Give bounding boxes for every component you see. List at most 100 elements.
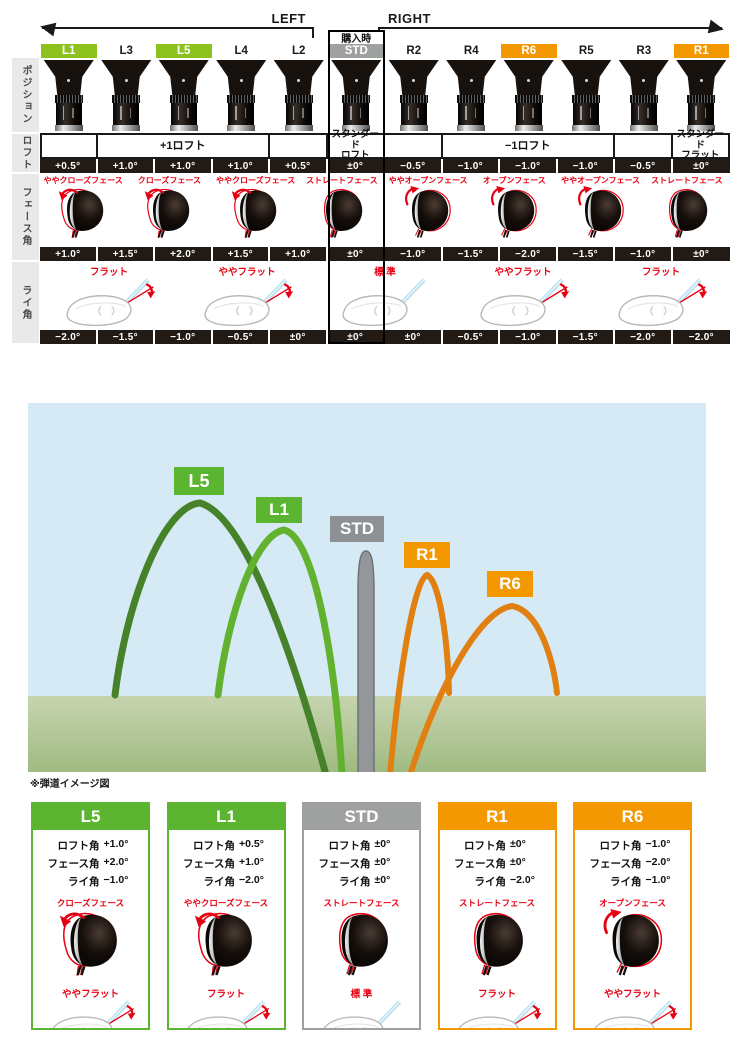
lie-angle-image (59, 278, 159, 338)
spec-card-header-L1: L1 (168, 804, 284, 830)
right-label: RIGHT (388, 11, 431, 26)
face-angle-image (488, 186, 540, 244)
driver-head-icon (668, 189, 708, 238)
hosel-sleeve-icon (388, 60, 439, 131)
card-face-label: ややクローズフェース (183, 898, 269, 908)
spec-value: −2.0° (645, 856, 671, 868)
lie-value-STD: ±0° (327, 330, 385, 344)
spec-row: ロフト角 −1.0° (584, 838, 682, 853)
spec-value: +1.0° (239, 856, 264, 868)
trajectory-label-R1: R1 (404, 542, 450, 568)
loft-group-cell (270, 133, 328, 159)
face-value-R4: −1.5° (442, 247, 500, 261)
loft-value-L4: +1.0° (212, 159, 270, 173)
lie-angle-label: フラット (641, 267, 680, 278)
card-lie-image (449, 1000, 545, 1028)
face-value-L5: +2.0° (155, 247, 213, 261)
loft-group-cell (385, 133, 443, 159)
loft-group-cell: スタンダード ロフト (327, 130, 385, 161)
loft-value-L2: +0.5° (270, 159, 328, 173)
card-face-image (329, 909, 395, 982)
lie-club-icon (52, 1000, 135, 1028)
face-value-R3: −1.0° (615, 247, 673, 261)
face-angle-item: オープンフェース (471, 173, 557, 247)
face-value-L2: +1.0° (270, 247, 328, 261)
card-face-image (464, 909, 530, 982)
lie-angle-label: フラット (89, 267, 128, 278)
hosel-sleeve-icon (503, 60, 554, 131)
lie-value-L2: ±0° (270, 330, 328, 344)
loft-value-R2: −0.5° (385, 159, 443, 173)
hosel-sleeve-icon (216, 60, 267, 131)
card-face-label: クローズフェース (56, 898, 125, 908)
spec-key: ロフト角 (599, 840, 642, 852)
row-header-1: ロフト (12, 134, 39, 172)
lie-angle-label: ややフラット (218, 267, 276, 278)
position-badge-R3: R3 (636, 45, 652, 57)
face-value-L3: +1.5° (97, 247, 155, 261)
spec-key: ライ角 (610, 876, 642, 888)
trajectory-caption: ※弾道イメージ図 (30, 779, 110, 790)
sleeve-R6 (500, 58, 558, 133)
spec-key: ロフト角 (57, 840, 100, 852)
adjustment-grid: 購入時 L1 L3 L5 L4 L2 STD R2 R4 R6 R5 R3 R1 +1ロフト スタンダード … (40, 30, 730, 344)
card-lie-label: フラット (477, 989, 516, 1000)
lie-value-L4: −0.5° (212, 330, 270, 344)
position-badge-R1: R1 (673, 44, 729, 58)
trajectory-label-L5: L5 (174, 467, 224, 495)
hosel-sleeve-icon (273, 60, 324, 131)
face-angle-image (230, 186, 282, 244)
face-value-R6: −2.0° (500, 247, 558, 261)
sleeve-R2 (385, 58, 443, 133)
spec-row: ロフト角 +1.0° (42, 838, 140, 853)
spec-row: フェース角 +1.0° (177, 856, 275, 871)
row-header-3: ライ角 (12, 262, 39, 343)
driver-head-icon (338, 913, 388, 976)
spec-row: フェース角 ±0° (313, 856, 411, 871)
driver-head-icon (194, 912, 252, 976)
lie-club-icon (342, 278, 426, 327)
face-angle-label: ややオープンフェース (388, 176, 468, 185)
lie-angle-item: フラット (40, 261, 178, 330)
spec-key: ロフト角 (328, 840, 371, 852)
hosel-sleeve-icon (331, 60, 382, 131)
face-angle-image (316, 186, 368, 244)
trajectory-label-STD: STD (330, 516, 384, 542)
lie-value-L3: −1.5° (97, 330, 155, 344)
spec-key: フェース角 (454, 858, 506, 870)
row-header-2: フェース角 (12, 174, 39, 260)
hosel-sleeve-icon (446, 60, 497, 131)
face-angle-item: クローズフェース (126, 173, 212, 247)
spec-row: フェース角 ±0° (448, 856, 546, 871)
spec-list: ロフト角 +0.5° フェース角 +1.0° ライ角 −2.0° (177, 838, 275, 889)
lie-angle-item: 標 準 (316, 261, 454, 330)
face-angle-label: クローズフェース (137, 176, 201, 185)
spec-key: ライ角 (68, 876, 100, 888)
spec-row: ロフト角 ±0° (448, 838, 546, 853)
spec-card-STD: STD ロフト角 ±0° フェース角 ±0° ライ角 ±0° ストレートフェース標 準 (302, 802, 421, 1030)
spec-card-header-L5: L5 (33, 804, 148, 830)
lie-club-icon (618, 278, 708, 327)
face-angle-image (575, 186, 627, 244)
spec-value: +0.5° (239, 838, 264, 850)
position-badge-L4: L4 (234, 45, 248, 57)
sleeve-L1 (40, 58, 98, 133)
driver-head-icon (603, 909, 662, 976)
lie-angle-item: ややフラット (454, 261, 592, 330)
loft-value-L1: +0.5° (40, 159, 98, 173)
lie-club-icon (66, 278, 156, 327)
card-lie-label: ややフラット (61, 989, 119, 1000)
lie-value-R5: −1.5° (557, 330, 615, 344)
lie-angle-label: 標 準 (374, 267, 396, 278)
spec-row: ライ角 −1.0° (42, 874, 140, 889)
spec-row: ライ角 −2.0° (448, 874, 546, 889)
spec-key: フェース角 (47, 858, 100, 870)
lie-value-L1: −2.0° (40, 330, 98, 344)
driver-head-icon (405, 186, 451, 238)
card-face-image (193, 909, 259, 982)
lie-club-icon (480, 278, 570, 327)
trajectory-curve-R1 (387, 571, 452, 772)
face-value-L4: +1.5° (212, 247, 270, 261)
face-value-STD: ±0° (327, 247, 385, 261)
spec-key: フェース角 (183, 858, 235, 870)
